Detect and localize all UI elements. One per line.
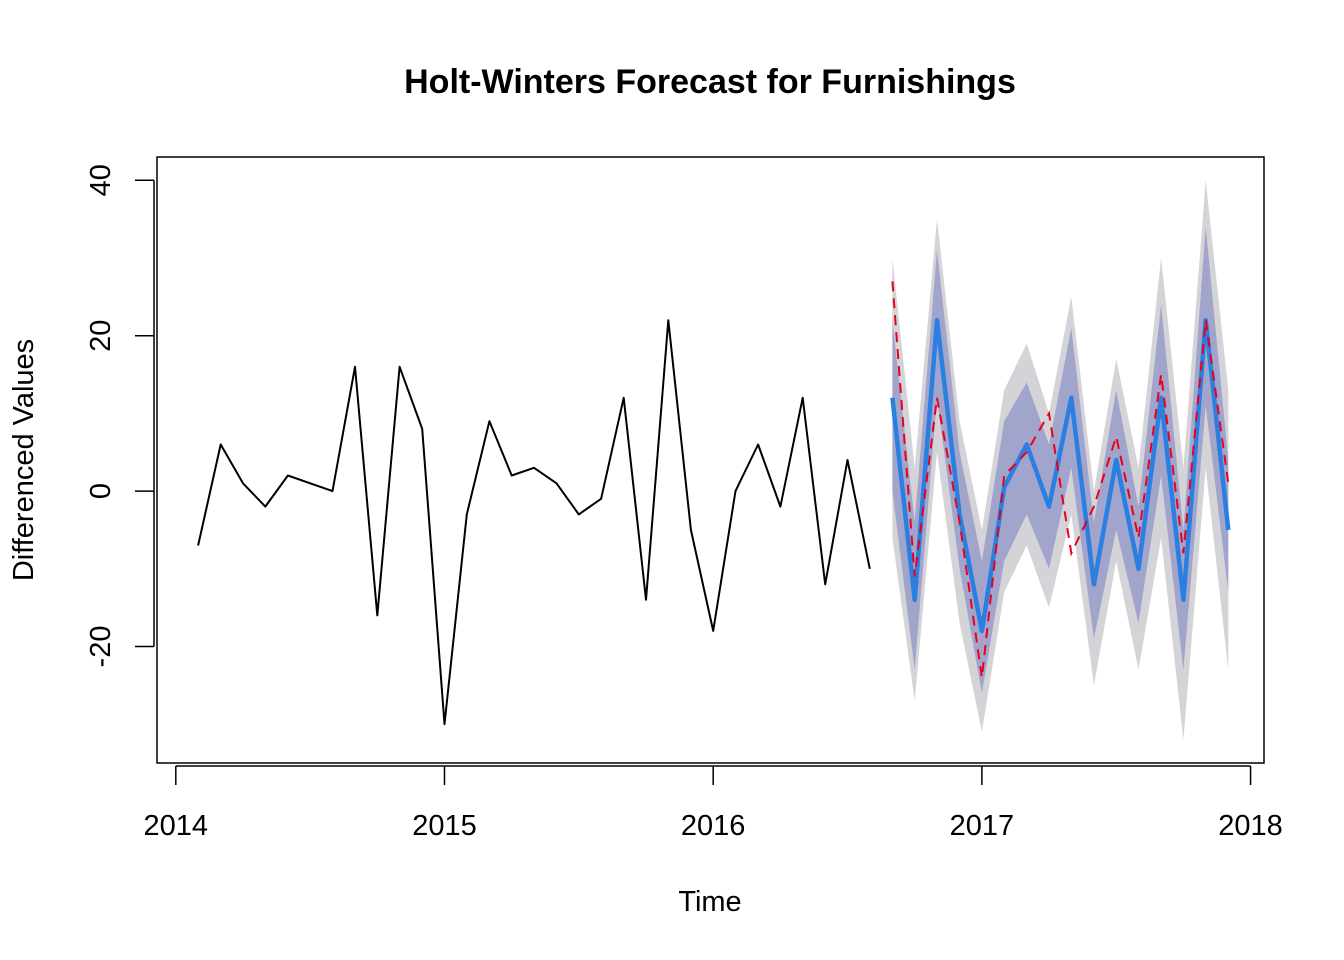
x-tick-label: 2015 — [412, 810, 477, 842]
y-axis: -20 0 20 40 — [85, 164, 155, 668]
forecast-mean-line — [890, 317, 1231, 634]
x-tick-label: 2017 — [950, 810, 1015, 842]
plot-frame — [156, 156, 1265, 764]
observed-series-line — [197, 319, 871, 726]
series-lines — [197, 281, 1231, 726]
y-tick-label: 40 — [85, 164, 117, 196]
y-tick-label: -20 — [85, 626, 117, 668]
chart-title: Holt-Winters Forecast for Furnishings — [404, 63, 1016, 101]
y-tick-label: 20 — [85, 320, 117, 352]
x-tick-label: 2014 — [144, 810, 209, 842]
x-tick-label: 2018 — [1218, 810, 1283, 842]
x-axis-label: Time — [678, 886, 741, 918]
y-axis-label: Differenced Values — [8, 339, 40, 581]
y-tick-label: 0 — [85, 483, 117, 499]
actual-series-line — [891, 281, 1230, 678]
x-tick-label: 2016 — [681, 810, 746, 842]
x-axis: 2014 2015 2016 2017 2018 — [144, 765, 1283, 842]
